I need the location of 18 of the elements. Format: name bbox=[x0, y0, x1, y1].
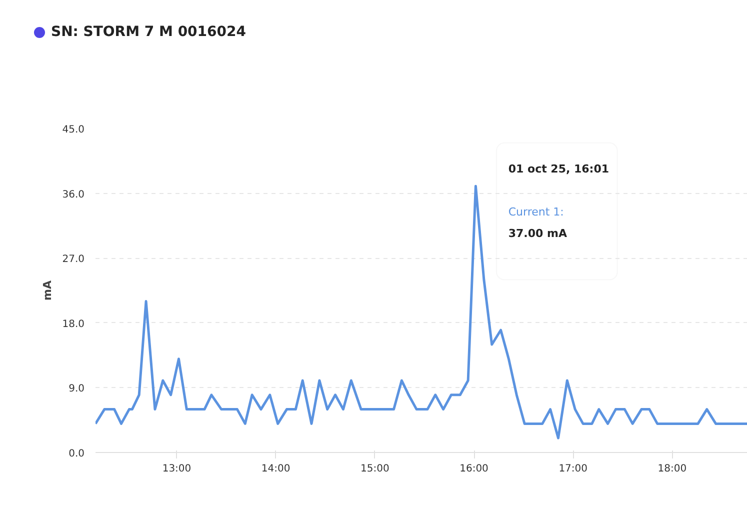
x-tick-label: 14:00 bbox=[261, 464, 290, 474]
annotation: 01 oct 25, 16:01 bbox=[508, 162, 610, 176]
y-tick-label: 18.0 bbox=[62, 318, 84, 330]
x-tick-label: 16:00 bbox=[460, 464, 488, 474]
annotation: 37.00 mA bbox=[508, 227, 568, 240]
y-tick-label: 45.0 bbox=[62, 124, 84, 136]
chart-title: SN: STORM 7 M 0016024 bbox=[51, 23, 246, 42]
y-tick-label: 36.0 bbox=[62, 189, 84, 200]
x-tick-label: 18:00 bbox=[658, 464, 687, 474]
y-tick-label: 0.0 bbox=[68, 448, 85, 460]
y-tick-label: 9.0 bbox=[68, 384, 85, 395]
text: Current 1: bbox=[508, 206, 564, 218]
line-series bbox=[96, 184, 747, 440]
x-tick-label: 15:00 bbox=[360, 464, 390, 474]
y-tick-label: 27.0 bbox=[62, 254, 84, 266]
x-tick-label: 17:00 bbox=[558, 464, 588, 474]
x-tick-label: 13:00 bbox=[162, 464, 192, 474]
y-axis-title: mA bbox=[41, 280, 54, 300]
